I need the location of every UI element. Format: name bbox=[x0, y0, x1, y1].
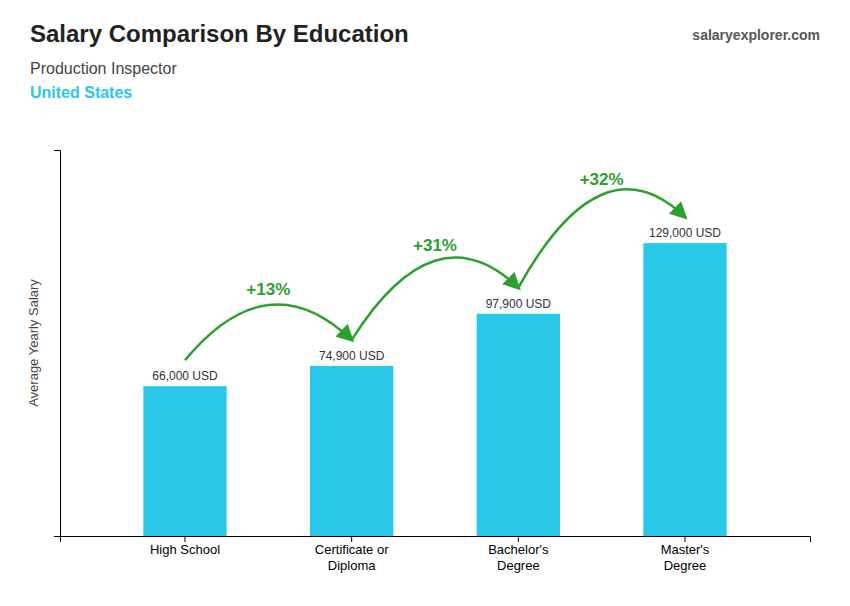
y-axis bbox=[54, 151, 61, 537]
annotation: +32% bbox=[580, 170, 624, 189]
x-tick-label: Master'sDegree bbox=[661, 542, 710, 573]
annotation: +31% bbox=[413, 236, 457, 255]
subtitle: Production Inspector bbox=[30, 60, 177, 77]
annotation-arrow bbox=[518, 189, 685, 287]
x-tick-mark bbox=[685, 536, 686, 542]
data-label: 129,000 USD bbox=[649, 226, 721, 240]
x-tick-label: Bachelor'sDegree bbox=[488, 542, 549, 573]
x-axis: High School Certificate orDiploma Bachelor… bbox=[61, 536, 811, 573]
title: Salary Comparison By Education bbox=[30, 20, 409, 47]
x-tick-label: Certificate orDiploma bbox=[315, 542, 389, 573]
subtitle: United States bbox=[30, 84, 132, 101]
y-axis-line bbox=[54, 151, 61, 537]
x-tick: High School bbox=[150, 536, 220, 557]
chart-container: Salary Comparison By Education Production… bbox=[0, 0, 850, 606]
x-tick-mark bbox=[185, 536, 186, 542]
annotation-arrow bbox=[185, 304, 352, 360]
bar bbox=[143, 386, 226, 536]
data-label: 97,900 USD bbox=[486, 297, 552, 311]
x-axis-line bbox=[61, 537, 811, 543]
data-label: 74,900 USD bbox=[319, 349, 385, 363]
x-tick-label-line: Bachelor's bbox=[488, 542, 549, 557]
plot: High School Certificate orDiploma Bachelor… bbox=[54, 151, 811, 573]
y-axis-label: Average Yearly Salary bbox=[26, 279, 41, 407]
chart-svg: Salary Comparison By Education Production… bbox=[0, 0, 850, 606]
annotation: +13% bbox=[246, 280, 290, 299]
x-tick-label-line: Master's bbox=[661, 542, 710, 557]
x-tick-label-line: Diploma bbox=[328, 558, 376, 573]
x-tick: Certificate orDiploma bbox=[315, 536, 389, 573]
bars bbox=[143, 243, 726, 536]
x-tick-mark bbox=[518, 536, 519, 542]
data-label: 66,000 USD bbox=[152, 369, 218, 383]
bar bbox=[477, 314, 560, 536]
x-tick: Master'sDegree bbox=[661, 536, 710, 573]
x-tick-label-line: Degree bbox=[664, 558, 707, 573]
x-tick-label-line: High School bbox=[150, 542, 220, 557]
annotation-arrow bbox=[352, 258, 519, 340]
x-tick-label-line: Degree bbox=[497, 558, 540, 573]
x-tick-label: High School bbox=[150, 542, 220, 557]
x-tick-mark bbox=[351, 536, 352, 542]
bar bbox=[643, 243, 726, 536]
x-tick: Bachelor'sDegree bbox=[488, 536, 549, 573]
bar bbox=[310, 366, 393, 536]
x-tick-label-line: Certificate or bbox=[315, 542, 389, 557]
source: salaryexplorer.com bbox=[692, 27, 820, 43]
